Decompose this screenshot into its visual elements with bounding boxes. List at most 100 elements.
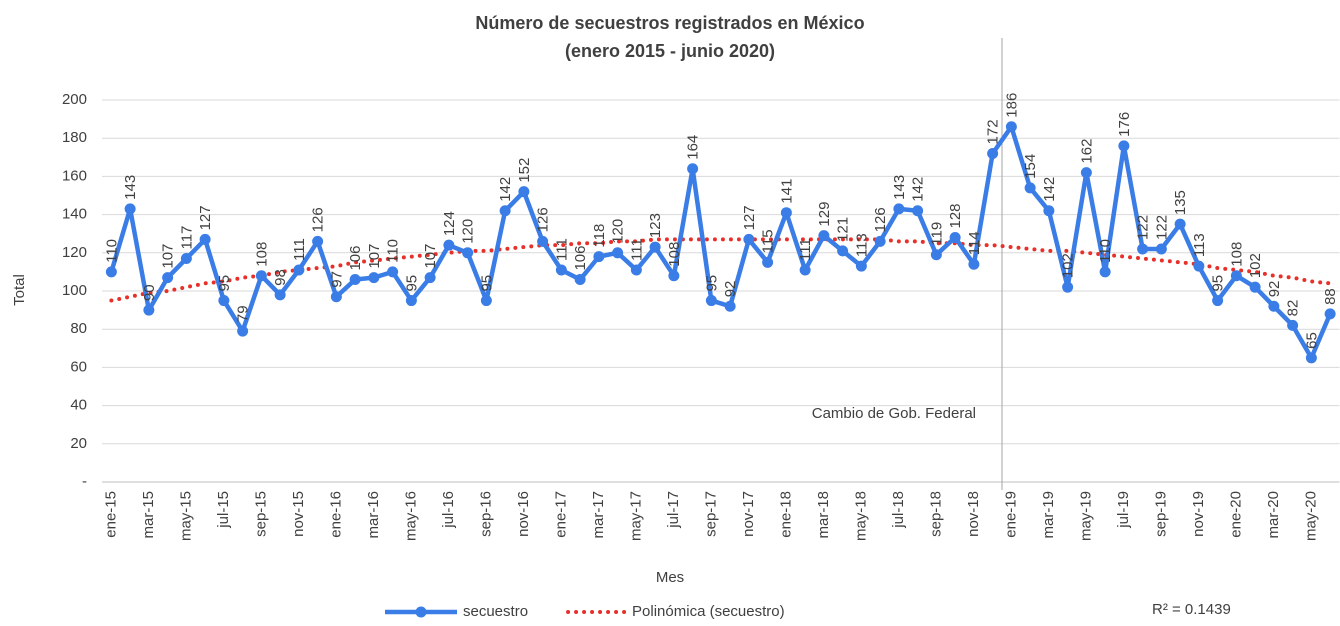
- marker: [480, 295, 492, 307]
- data-label: 107: [422, 244, 439, 269]
- marker: [124, 203, 136, 215]
- y-tick-label: 100: [62, 282, 87, 299]
- data-label: 110: [385, 239, 402, 263]
- data-label: 108: [253, 242, 270, 267]
- data-label: 92: [1266, 281, 1283, 298]
- data-label: 135: [1172, 190, 1189, 215]
- marker: [443, 239, 455, 251]
- data-label: 88: [1322, 288, 1339, 305]
- y-axis-label: Total: [11, 274, 28, 306]
- marker: [218, 295, 230, 307]
- marker: [255, 270, 267, 282]
- marker: [1062, 281, 1074, 293]
- data-label: 107: [366, 244, 383, 269]
- x-tick-label: may-15: [177, 491, 194, 541]
- marker: [180, 253, 192, 265]
- x-tick-label: mar-16: [365, 491, 382, 539]
- data-label: 113: [1191, 233, 1208, 257]
- data-label: 152: [516, 158, 533, 183]
- data-label: 90: [141, 284, 158, 301]
- data-label: 108: [666, 242, 683, 267]
- data-label: 121: [835, 217, 852, 242]
- marker: [387, 266, 399, 278]
- data-label: 143: [122, 175, 139, 200]
- marker: [1287, 319, 1299, 331]
- marker: [499, 205, 511, 217]
- marker: [330, 291, 342, 303]
- x-tick-label: ene-20: [1227, 491, 1244, 538]
- data-label: 115: [760, 229, 777, 253]
- marker: [668, 270, 680, 282]
- marker: [1249, 281, 1261, 293]
- data-label: 172: [985, 119, 1002, 144]
- data-label: 111: [628, 238, 645, 261]
- marker: [537, 235, 549, 247]
- marker: [349, 274, 361, 286]
- marker: [293, 264, 305, 276]
- marker: [405, 295, 417, 307]
- x-tick-label: sep-15: [252, 491, 269, 537]
- marker: [855, 260, 867, 272]
- data-label: 123: [647, 213, 664, 238]
- x-tick-label: nov-16: [515, 491, 532, 537]
- marker: [780, 207, 792, 219]
- data-label: 108: [1228, 242, 1245, 267]
- data-label: 95: [1210, 275, 1227, 292]
- x-tick-label: may-16: [402, 491, 419, 541]
- data-label: 98: [272, 269, 289, 286]
- marker: [987, 147, 999, 159]
- marker: [1024, 182, 1036, 194]
- y-tick-label: 180: [62, 129, 87, 146]
- marker: [555, 264, 567, 276]
- marker: [162, 272, 174, 284]
- marker: [1212, 295, 1224, 307]
- marker: [1324, 308, 1336, 320]
- marker: [312, 235, 324, 247]
- x-tick-label: jul-17: [665, 491, 682, 529]
- x-tick-label: ene-15: [102, 491, 119, 538]
- annotation: R² = 0.1439: [1152, 601, 1231, 618]
- annotation: Cambio de Gob. Federal: [812, 405, 976, 422]
- data-label: 142: [910, 177, 927, 202]
- data-label: 119: [928, 222, 945, 246]
- x-tick-label: may-17: [627, 491, 644, 541]
- data-label: 142: [497, 177, 514, 202]
- data-label: 95: [403, 275, 420, 292]
- marker: [1174, 218, 1186, 230]
- data-label: 176: [1116, 112, 1133, 137]
- marker: [930, 249, 942, 261]
- marker: [368, 272, 380, 284]
- y-tick-label: 120: [62, 244, 87, 261]
- marker: [1118, 140, 1130, 152]
- data-label: 79: [235, 305, 252, 322]
- data-label: 114: [966, 231, 983, 255]
- data-label: 65: [1303, 332, 1320, 349]
- data-label: 164: [685, 135, 702, 160]
- x-tick-label: nov-19: [1190, 491, 1207, 537]
- data-label: 107: [160, 244, 177, 269]
- marker: [199, 233, 211, 245]
- data-label: 111: [797, 238, 814, 261]
- marker: [705, 295, 717, 307]
- x-tick-label: jul-15: [215, 491, 232, 529]
- line: [109, 124, 1333, 361]
- data-label: 143: [891, 175, 908, 200]
- data-label: 124: [441, 211, 458, 236]
- marker: [893, 203, 905, 215]
- data-label: 120: [610, 219, 627, 244]
- marker: [1099, 266, 1111, 278]
- data-label: 106: [572, 246, 589, 271]
- marker: [1043, 205, 1055, 217]
- x-tick-label: sep-17: [702, 491, 719, 537]
- marker: [1005, 121, 1017, 133]
- x-axis-label: Mes: [656, 569, 684, 586]
- data-label: 102: [1060, 253, 1077, 278]
- marker: [1193, 260, 1205, 272]
- marker: [274, 289, 286, 301]
- marker: [1137, 243, 1149, 255]
- data-label: 162: [1078, 139, 1095, 164]
- data-label: 127: [197, 205, 214, 230]
- marker: [424, 272, 436, 284]
- x-tick-label: sep-16: [477, 491, 494, 537]
